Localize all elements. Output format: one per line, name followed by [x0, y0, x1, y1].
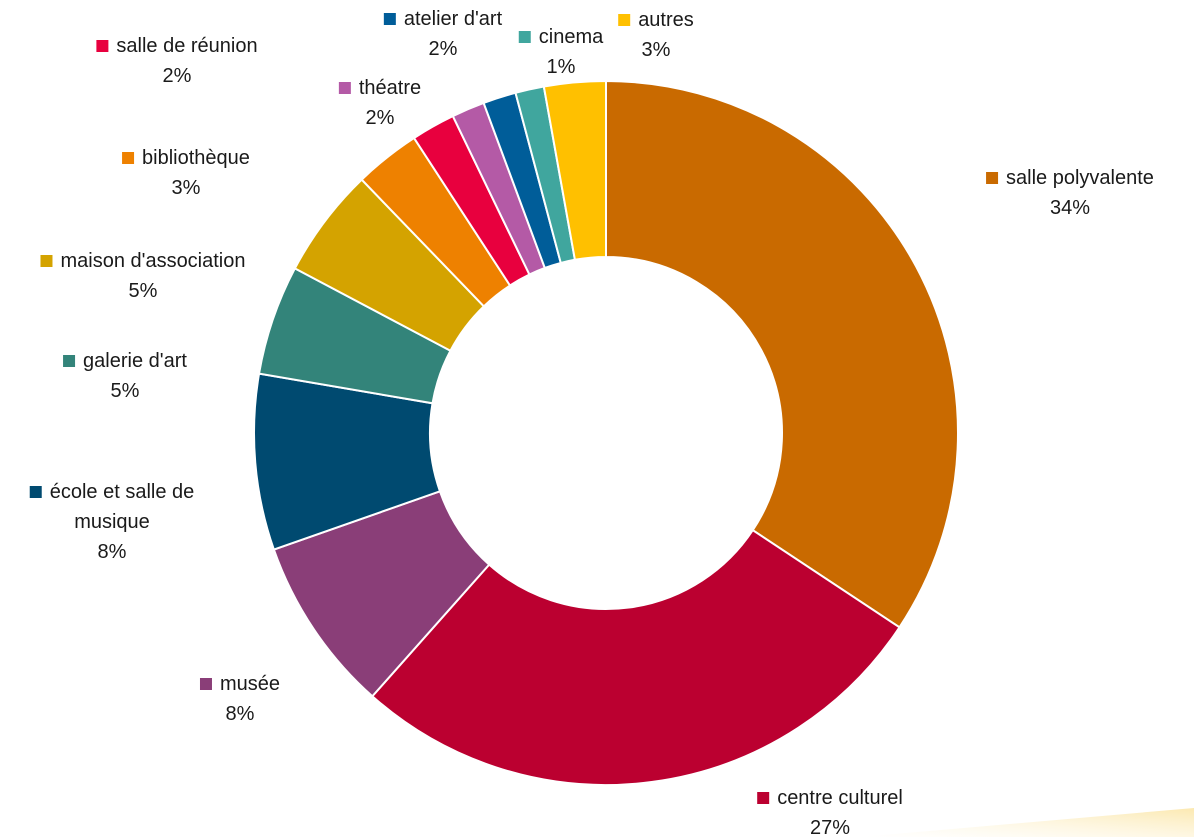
legend-marker-atelier-d-art: [383, 13, 396, 25]
legend-marker-cinema: [518, 31, 531, 43]
legend-marker-salle-de-reunion: [96, 40, 109, 52]
legend-marker-galerie-d-art: [63, 355, 76, 367]
legend-marker-centre-culturel: [757, 792, 770, 804]
value-label-galerie-d-art: 5%: [111, 380, 140, 402]
label-text-maison-d-association: maison d'association: [60, 250, 245, 272]
label-text-theatre: théatre: [359, 77, 421, 99]
label-text-cinema: cinema: [539, 26, 604, 48]
legend-marker-theatre: [338, 82, 351, 94]
value-label-maison-d-association: 5%: [129, 280, 158, 302]
slice-centre-culturel: [370, 528, 901, 786]
legend-marker-musee: [199, 678, 212, 690]
legend-marker-bibliotheque: [122, 152, 135, 164]
data-label-maison-d-association: maison d'association 5%: [40, 250, 246, 302]
slice-autres: [542, 79, 607, 261]
legend-marker-salle-polyvalente: [986, 172, 999, 184]
data-label-centre-culturel: centre culturel 27%: [757, 787, 903, 837]
slices-layer: [252, 79, 959, 786]
data-label-galerie-d-art: galerie d'art 5%: [63, 350, 187, 402]
label-text-bibliotheque: bibliothèque: [142, 147, 250, 169]
label-text-atelier-d-art: atelier d'art: [404, 8, 503, 30]
data-label-salle-de-reunion: salle de réunion 2%: [96, 35, 258, 87]
value-label-theatre: 2%: [366, 107, 395, 129]
value-label-musee: 8%: [226, 703, 255, 725]
label-text-centre-culturel: centre culturel: [777, 787, 903, 809]
value-label-bibliotheque: 3%: [172, 177, 201, 199]
decorative-corner-shape: [860, 808, 1194, 837]
data-label-bibliotheque: bibliothèque 3%: [122, 147, 250, 199]
legend-marker-maison-d-association: [40, 255, 53, 267]
data-label-autres: autres 3%: [618, 9, 694, 61]
labels-layer: salle polyvalente 34% centre culturel 27% mu…: [29, 8, 1154, 837]
label-text-salle-polyvalente: salle polyvalente: [1006, 167, 1154, 189]
data-label-atelier-d-art: atelier d'art 2%: [383, 8, 503, 60]
label-text-ecole-et-salle-de-musique-line2: musique: [74, 511, 150, 533]
value-label-autres: 3%: [642, 39, 671, 61]
data-label-ecole-et-salle-de-musique: école et salle de musique 8%: [29, 481, 195, 563]
value-label-ecole-et-salle-de-musique: 8%: [98, 541, 127, 563]
legend-marker-ecole-et-salle-de-musique: [29, 486, 42, 498]
label-text-galerie-d-art: galerie d'art: [83, 350, 187, 372]
label-text-salle-de-reunion: salle de réunion: [116, 35, 257, 57]
data-label-theatre: théatre 2%: [338, 77, 421, 129]
slice-salle-polyvalente: [605, 79, 959, 629]
value-label-salle-de-reunion: 2%: [163, 65, 192, 87]
value-label-atelier-d-art: 2%: [429, 38, 458, 60]
label-text-autres: autres: [638, 9, 694, 31]
data-label-musee: musée 8%: [199, 673, 280, 725]
label-text-ecole-et-salle-de-musique: école et salle de: [50, 481, 195, 503]
value-label-centre-culturel: 27%: [810, 817, 850, 837]
legend-marker-autres: [618, 14, 631, 26]
data-label-cinema: cinema 1%: [518, 26, 604, 78]
label-text-musee: musée: [220, 673, 280, 695]
value-label-salle-polyvalente: 34%: [1050, 197, 1090, 219]
value-label-cinema: 1%: [547, 56, 576, 78]
data-label-salle-polyvalente: salle polyvalente 34%: [986, 167, 1154, 219]
